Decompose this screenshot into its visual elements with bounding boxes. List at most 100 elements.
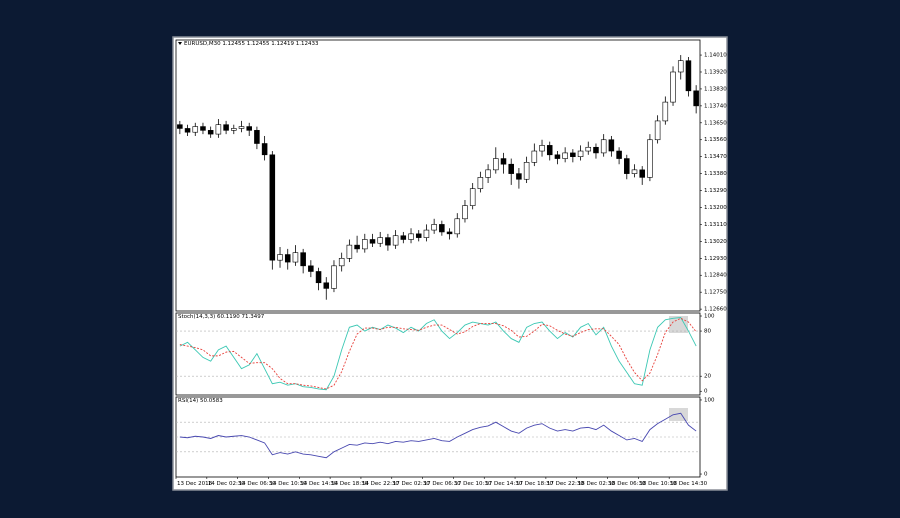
- candle-body: [254, 130, 260, 144]
- candle-body: [331, 265, 337, 289]
- candle-body: [415, 233, 422, 238]
- candle-body: [570, 152, 576, 157]
- candle-body: [261, 143, 268, 156]
- candle-body: [284, 254, 291, 263]
- x-tick-label: 17 Dec 02:30: [393, 481, 430, 487]
- x-tick-label: 17 Dec 14:30: [485, 481, 522, 487]
- indicator-line: [179, 412, 697, 459]
- candle-body: [408, 233, 414, 240]
- candle-body: [616, 150, 622, 159]
- candle-body: [292, 252, 299, 263]
- y-tick-label: 1.13740: [704, 103, 727, 109]
- candle-body: [207, 130, 214, 135]
- candle-body: [400, 235, 407, 240]
- y-tick-label: 100: [704, 397, 715, 403]
- candle-body: [308, 265, 314, 272]
- candle-body: [508, 163, 514, 174]
- candle-body: [608, 139, 615, 152]
- candle-body: [624, 158, 630, 174]
- x-tick-label: 17 Dec 06:30: [424, 481, 461, 487]
- y-tick-label: 1.12840: [704, 273, 727, 279]
- y-tick-label: 0: [704, 472, 708, 478]
- candle-body: [531, 150, 538, 163]
- candle-body: [246, 126, 252, 131]
- x-tick-label: 14 Dec 02:30: [208, 481, 245, 487]
- candle-body: [546, 145, 553, 156]
- candle-body: [685, 60, 692, 92]
- candle-body: [462, 205, 468, 220]
- chart-window: [172, 36, 728, 491]
- candle-body: [454, 218, 461, 235]
- x-tick-label: 14 Dec 06:30: [239, 481, 276, 487]
- candle-body: [238, 126, 245, 129]
- y-tick-label: 1.13020: [704, 239, 727, 245]
- candle-body: [346, 244, 353, 259]
- candle-body: [362, 239, 368, 250]
- x-tick-label: 14 Dec 14:30: [300, 481, 337, 487]
- x-tick-label: 14 Dec 22:30: [362, 481, 399, 487]
- y-tick-label: 80: [704, 329, 711, 335]
- x-tick-label: 18 Dec 06:30: [609, 481, 646, 487]
- x-tick-label: 14 Dec 18:30: [331, 481, 368, 487]
- x-tick-label: 17 Dec 18:30: [516, 481, 553, 487]
- candle-body: [431, 224, 437, 231]
- rsi-title: RSI(14) 50.0583: [178, 398, 223, 404]
- candle-body: [323, 282, 330, 289]
- x-tick-label: 18 Dec 02:30: [578, 481, 615, 487]
- candle-body: [477, 177, 484, 189]
- symbol-menu-arrow[interactable]: [178, 42, 182, 45]
- candle-body: [600, 139, 607, 154]
- x-tick-label: 14 Dec 10:30: [269, 481, 306, 487]
- candle-body: [338, 258, 345, 267]
- highlight-box: [669, 408, 688, 421]
- candle-body: [177, 124, 183, 129]
- candle-body: [223, 124, 229, 131]
- candle-body: [485, 169, 491, 178]
- highlight-box: [669, 316, 688, 333]
- candle-body: [192, 126, 199, 133]
- candle-body: [315, 271, 322, 284]
- candle-body: [277, 254, 283, 261]
- candle-body: [670, 71, 676, 103]
- candle-body: [446, 231, 453, 235]
- candle-body: [647, 139, 653, 178]
- candle-body: [516, 173, 522, 180]
- stoch-panel: [175, 312, 701, 396]
- candle-body: [585, 146, 592, 152]
- indicator-line: [179, 317, 697, 390]
- y-tick-label: 1.12750: [704, 290, 727, 296]
- candle-body: [500, 158, 507, 165]
- y-tick-label: 1.13650: [704, 120, 727, 126]
- candle-body: [577, 150, 584, 157]
- x-tick-label: 13 Dec 2018: [177, 481, 213, 487]
- candle-body: [369, 239, 376, 244]
- y-tick-label: 1.13830: [704, 86, 727, 92]
- candle-body: [269, 154, 276, 261]
- y-tick-label: 1.13380: [704, 171, 727, 177]
- y-tick-label: 1.14010: [704, 53, 727, 59]
- candle-body: [654, 120, 661, 141]
- candle-body: [439, 224, 445, 233]
- y-tick-label: 0: [704, 389, 708, 395]
- x-tick-label: 17 Dec 22:30: [547, 481, 584, 487]
- y-tick-label: 1.13200: [704, 205, 727, 211]
- y-tick-label: 1.13920: [704, 69, 727, 75]
- candle-body: [469, 188, 476, 206]
- candle-body: [554, 154, 561, 159]
- y-tick-label: 1.12660: [704, 307, 727, 313]
- candle-body: [423, 229, 430, 238]
- candle-body: [493, 158, 499, 171]
- candle-body: [392, 235, 399, 246]
- candle-body: [693, 90, 699, 107]
- candle-body: [300, 252, 306, 267]
- y-tick-label: 1.13470: [704, 154, 727, 160]
- candle-body: [184, 128, 191, 133]
- y-tick-label: 100: [704, 314, 715, 320]
- candle-body: [231, 128, 237, 131]
- y-tick-label: 1.13290: [704, 188, 727, 194]
- x-tick-label: 18 Dec 14:30: [670, 481, 707, 487]
- candle-body: [662, 101, 669, 122]
- candle-body: [562, 152, 568, 159]
- price-title: EURUSD,M30 1.12455 1.12455 1.12419 1.124…: [184, 41, 319, 47]
